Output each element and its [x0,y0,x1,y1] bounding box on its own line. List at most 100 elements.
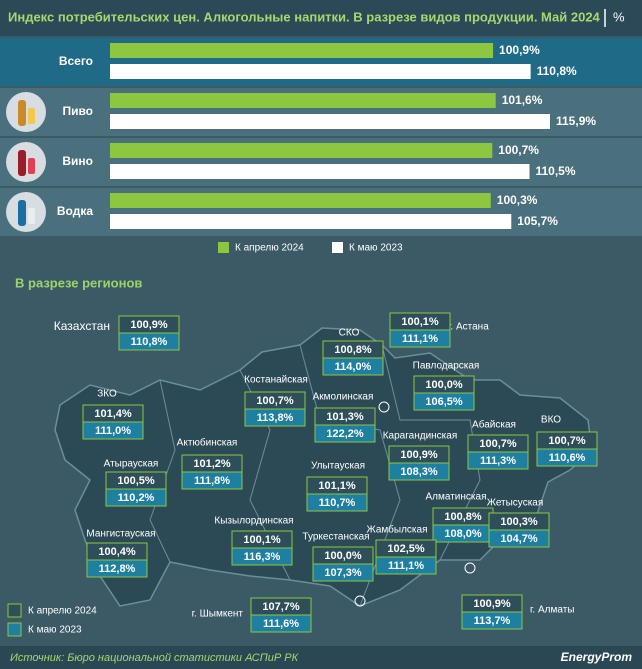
value-label: 110,5% [535,164,575,178]
region-april: 100,0% [425,379,463,391]
region-may-box [312,563,374,582]
section-title: В разрезе регионов [15,275,142,290]
region-name: Алматинская [426,492,487,503]
value-label: 110,8% [537,64,577,78]
region-name: ЗКО [97,389,117,400]
region-name: Актюбинская [177,437,238,449]
region-may-box [389,329,451,348]
region-april: 100,5% [117,475,155,487]
region-name: Атырауская [104,459,159,470]
value-label: 100,3% [497,193,538,207]
category-icon [28,108,35,124]
region-april: 101,3% [326,411,364,423]
region-may: 114,0% [335,361,372,373]
region-april: 100,1% [401,316,439,328]
region-may-box [461,611,523,630]
astana-marker [378,401,390,413]
region-name: Акмолинская [313,392,374,403]
region-may-box [375,556,437,575]
region-may: 122,2% [326,428,364,440]
region-may-box [86,559,148,578]
region-may: 104,7% [500,533,538,545]
bar [110,193,491,208]
region-april: 101,2% [193,458,231,470]
region-may-box [413,392,475,411]
region-name: г. Астана [448,322,489,333]
region-may-box [467,451,529,470]
region-april: 100,7% [479,438,517,450]
category-icon [28,208,35,224]
region-may-box [314,424,376,443]
map-border [381,344,481,561]
category-icon [28,158,35,174]
region-name: Мангистауская [86,529,155,540]
value-label: 101,6% [502,93,543,107]
bar [110,114,550,129]
region-april: 100,7% [256,395,294,407]
legend-swatch [218,242,229,253]
bar [110,64,531,79]
region-april: 100,0% [324,550,362,562]
region-may-box [488,529,550,548]
region-name: ВКО [541,415,561,426]
legend-swatch [7,603,22,618]
region-april: 101,4% [94,408,132,420]
region-name: г. Алматы [530,605,574,616]
region-may: 111,3% [480,455,516,467]
region-may: 107,3% [324,567,362,579]
logo: EnergyProm [561,650,633,664]
value-label: 105,7% [517,214,558,228]
category-icon [18,150,26,176]
region-may-box [82,421,144,440]
region-april: 100,1% [243,534,281,546]
legend-swatch [7,622,22,637]
region-april: 100,9% [473,598,511,610]
bar [110,214,512,229]
category-label: Всего [59,54,93,68]
region-may: 110,2% [118,492,155,504]
value-label: 100,9% [499,43,540,57]
category-label: Водка [57,204,93,218]
region-may-box [181,471,243,490]
region-april: 102,5% [387,543,425,555]
region-may-box [536,448,598,467]
region-may-box [322,357,384,376]
region-name: Туркестанская [302,532,369,543]
legend-label: К апрелю 2024 [28,606,97,617]
bar [110,164,530,179]
bar [110,43,494,58]
category-label: Вино [62,154,93,168]
legend-swatch [332,242,343,253]
value-label: 100,7% [498,143,539,157]
value-label: 115,9% [556,114,596,128]
region-april: 100,9% [400,449,438,461]
region-name: СКО [339,328,360,339]
region-may: 110,7% [319,497,356,509]
region-may: 116,3% [244,551,281,563]
region-april: 100,7% [548,435,586,447]
region-may: 113,8% [257,412,294,424]
region-may: 111,8% [194,475,230,487]
legend-label: К апрелю 2024 [235,243,304,254]
region-name: Жетысуская [487,498,544,509]
region-may-box [388,462,450,481]
region-may-box [250,614,312,633]
category-icon [18,200,26,226]
legend-label: К маю 2023 [28,625,82,636]
bar [110,93,496,108]
region-name: Кызылординская [214,516,293,527]
region-may: 110,8% [131,336,168,348]
region-name: Улытауская [311,461,365,472]
region-april: 100,3% [500,516,538,528]
chart-title: Индекс потребительских цен. Алкогольные … [8,9,601,24]
region-name: Павлодарская [413,361,480,372]
almaty-marker [464,562,476,574]
region-may-box [306,493,368,512]
region-april: 100,8% [444,511,482,523]
unit: % [613,9,625,24]
region-may-box [118,332,180,351]
region-may: 111,0% [95,425,131,437]
category-label: Пиво [62,104,93,118]
region-april: 101,1% [318,480,356,492]
